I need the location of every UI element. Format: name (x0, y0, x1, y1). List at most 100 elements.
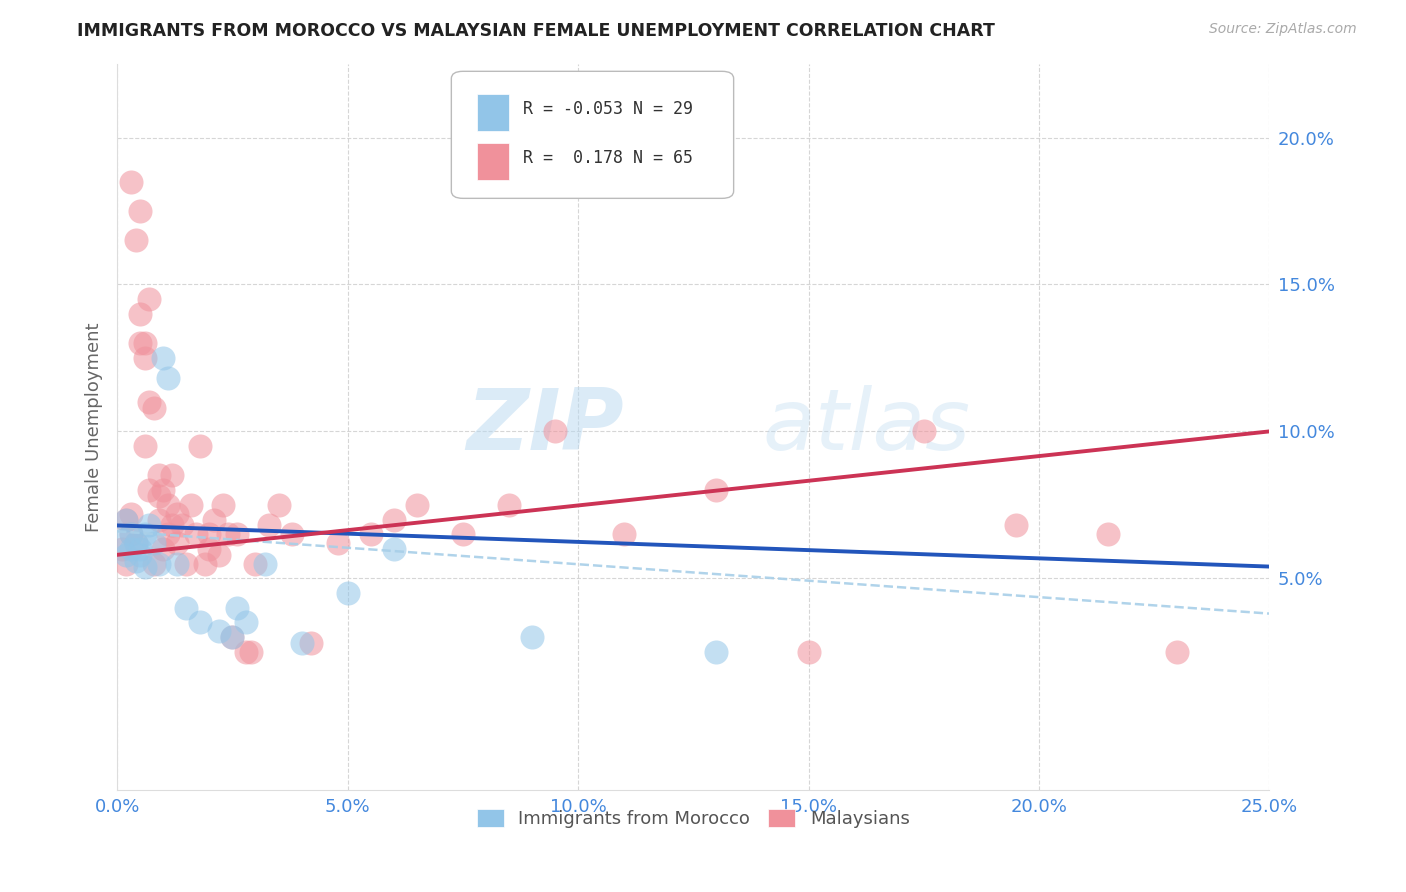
Bar (477, 94, 509, 131)
Point (156, 371, 179, 385)
Point (226, 527, 249, 541)
FancyBboxPatch shape (451, 71, 734, 198)
Point (405, 498, 427, 512)
Point (152, 541, 174, 556)
Point (382, 541, 405, 556)
Point (451, 527, 474, 541)
Point (134, 336, 156, 351)
Point (235, 645, 257, 659)
Point (148, 468, 170, 483)
Point (124, 554, 146, 568)
Point (176, 557, 198, 571)
Point (129, 548, 152, 562)
Point (176, 600, 198, 615)
Point (115, 512, 138, 526)
Point (290, 636, 312, 650)
Point (202, 512, 225, 526)
Point (120, 175, 142, 189)
Point (156, 527, 179, 541)
Point (520, 630, 543, 644)
Point (134, 439, 156, 453)
Point (226, 600, 249, 615)
Text: IMMIGRANTS FROM MOROCCO VS MALAYSIAN FEMALE UNEMPLOYMENT CORRELATION CHART: IMMIGRANTS FROM MOROCCO VS MALAYSIAN FEM… (77, 22, 995, 40)
Point (115, 557, 138, 571)
Point (704, 483, 727, 498)
Point (124, 233, 146, 247)
Point (498, 498, 520, 512)
Point (138, 518, 160, 533)
Point (166, 507, 188, 521)
Point (239, 645, 262, 659)
Point (143, 401, 166, 415)
Point (143, 536, 166, 550)
Text: N = 65: N = 65 (633, 150, 693, 168)
Point (207, 548, 229, 562)
Point (134, 351, 156, 365)
Point (360, 527, 382, 541)
Point (129, 204, 152, 219)
Point (382, 512, 405, 526)
Point (212, 498, 235, 512)
Point (544, 425, 567, 439)
Point (328, 536, 350, 550)
Point (217, 527, 239, 541)
Point (148, 512, 170, 526)
Point (1097, 527, 1119, 541)
Point (162, 518, 184, 533)
Point (129, 336, 152, 351)
Point (704, 645, 727, 659)
Point (253, 557, 276, 571)
Point (613, 527, 636, 541)
Point (207, 624, 229, 639)
Point (221, 630, 243, 644)
Point (111, 541, 134, 556)
Point (148, 557, 170, 571)
Point (336, 586, 359, 600)
Point (184, 527, 207, 541)
Point (1166, 645, 1188, 659)
Point (156, 498, 179, 512)
Point (198, 541, 221, 556)
Point (138, 292, 160, 306)
Point (115, 512, 138, 526)
Point (138, 483, 160, 498)
Point (180, 498, 202, 512)
Point (797, 645, 820, 659)
Point (259, 518, 281, 533)
Point (235, 615, 257, 630)
Text: R = -0.053: R = -0.053 (523, 100, 623, 118)
Point (198, 527, 221, 541)
Point (138, 395, 160, 409)
Point (166, 557, 188, 571)
Point (162, 468, 184, 483)
Point (299, 636, 322, 650)
Point (120, 527, 142, 541)
Point (152, 483, 174, 498)
Point (194, 557, 217, 571)
Point (188, 615, 211, 630)
Point (120, 507, 142, 521)
Text: ZIP: ZIP (467, 385, 624, 468)
Point (245, 557, 267, 571)
Point (115, 548, 138, 562)
Text: atlas: atlas (762, 385, 970, 468)
Text: R =  0.178: R = 0.178 (523, 150, 623, 168)
Point (134, 559, 156, 574)
Point (120, 527, 142, 541)
Point (281, 527, 304, 541)
Point (170, 518, 193, 533)
Point (912, 425, 935, 439)
Point (166, 536, 188, 550)
Point (129, 541, 152, 556)
Text: Source: ZipAtlas.com: Source: ZipAtlas.com (1209, 22, 1357, 37)
Point (1005, 518, 1028, 533)
Point (120, 541, 142, 556)
Point (188, 439, 211, 453)
Text: N = 29: N = 29 (633, 100, 693, 118)
Point (124, 536, 146, 550)
Point (111, 533, 134, 548)
Point (148, 489, 170, 503)
Point (221, 630, 243, 644)
Point (134, 527, 156, 541)
Bar (477, 144, 509, 180)
